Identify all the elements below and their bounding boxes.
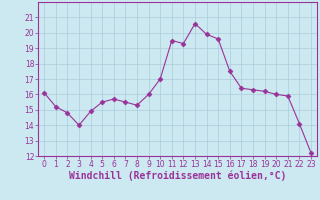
X-axis label: Windchill (Refroidissement éolien,°C): Windchill (Refroidissement éolien,°C) (69, 171, 286, 181)
